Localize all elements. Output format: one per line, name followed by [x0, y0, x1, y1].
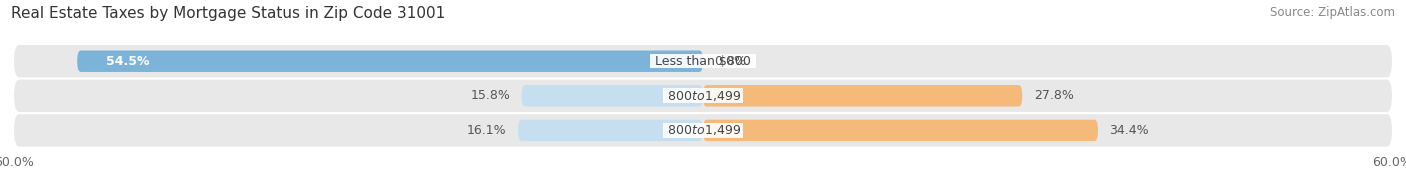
- FancyBboxPatch shape: [77, 51, 703, 72]
- Text: 0.0%: 0.0%: [714, 55, 747, 68]
- FancyBboxPatch shape: [522, 85, 703, 107]
- FancyBboxPatch shape: [14, 45, 1392, 77]
- Text: 16.1%: 16.1%: [467, 124, 506, 137]
- FancyBboxPatch shape: [14, 114, 1392, 147]
- FancyBboxPatch shape: [703, 85, 1022, 107]
- Text: 15.8%: 15.8%: [470, 89, 510, 102]
- Text: Real Estate Taxes by Mortgage Status in Zip Code 31001: Real Estate Taxes by Mortgage Status in …: [11, 6, 446, 21]
- Text: 27.8%: 27.8%: [1033, 89, 1074, 102]
- Text: $800 to $1,499: $800 to $1,499: [664, 89, 742, 103]
- Text: Source: ZipAtlas.com: Source: ZipAtlas.com: [1270, 6, 1395, 19]
- Text: 54.5%: 54.5%: [105, 55, 149, 68]
- Text: Less than $800: Less than $800: [651, 55, 755, 68]
- Text: $800 to $1,499: $800 to $1,499: [664, 123, 742, 137]
- FancyBboxPatch shape: [519, 120, 703, 141]
- FancyBboxPatch shape: [703, 120, 1098, 141]
- Text: 34.4%: 34.4%: [1109, 124, 1149, 137]
- FancyBboxPatch shape: [14, 80, 1392, 112]
